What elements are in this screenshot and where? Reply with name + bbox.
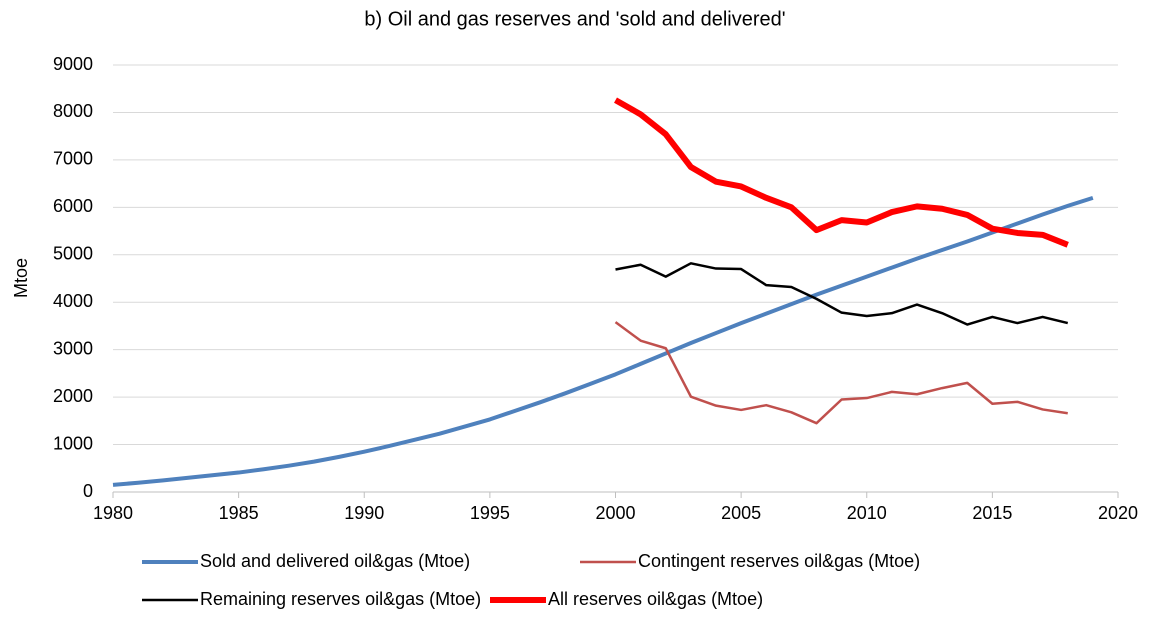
y-tick-label: 0	[83, 481, 93, 501]
y-axis-label: Mtoe	[11, 258, 31, 298]
y-tick-label: 2000	[53, 386, 93, 406]
data-line	[614, 321, 1068, 425]
x-tick-label: 1990	[344, 503, 384, 523]
y-tick-label: 9000	[53, 54, 93, 74]
x-tick-label: 2000	[595, 503, 635, 523]
legend-label: Remaining reserves oil&gas (Mtoe)	[200, 589, 481, 609]
x-tick-label: 2020	[1098, 503, 1138, 523]
y-tick-label: 1000	[53, 433, 93, 453]
x-tick-label: 1995	[470, 503, 510, 523]
legend-label: Sold and delivered oil&gas (Mtoe)	[200, 551, 470, 571]
x-tick-label: 1985	[219, 503, 259, 523]
y-tick-label: 7000	[53, 149, 93, 169]
legend-label: Contingent reserves oil&gas (Mtoe)	[638, 551, 920, 571]
data-line	[615, 262, 1069, 326]
x-tick-label: 1980	[93, 503, 133, 523]
data-line	[112, 195, 1094, 487]
y-tick-label: 8000	[53, 101, 93, 121]
y-tick-label: 6000	[53, 196, 93, 216]
y-tick-label: 3000	[53, 338, 93, 358]
data-line	[614, 97, 1069, 248]
x-tick-label: 2015	[972, 503, 1012, 523]
chart-title: b) Oil and gas reserves and 'sold and de…	[364, 8, 785, 30]
legend-label: All reserves oil&gas (Mtoe)	[548, 589, 763, 609]
y-tick-label: 4000	[53, 291, 93, 311]
y-tick-label: 5000	[53, 244, 93, 264]
x-tick-label: 2010	[847, 503, 887, 523]
x-tick-label: 2005	[721, 503, 761, 523]
